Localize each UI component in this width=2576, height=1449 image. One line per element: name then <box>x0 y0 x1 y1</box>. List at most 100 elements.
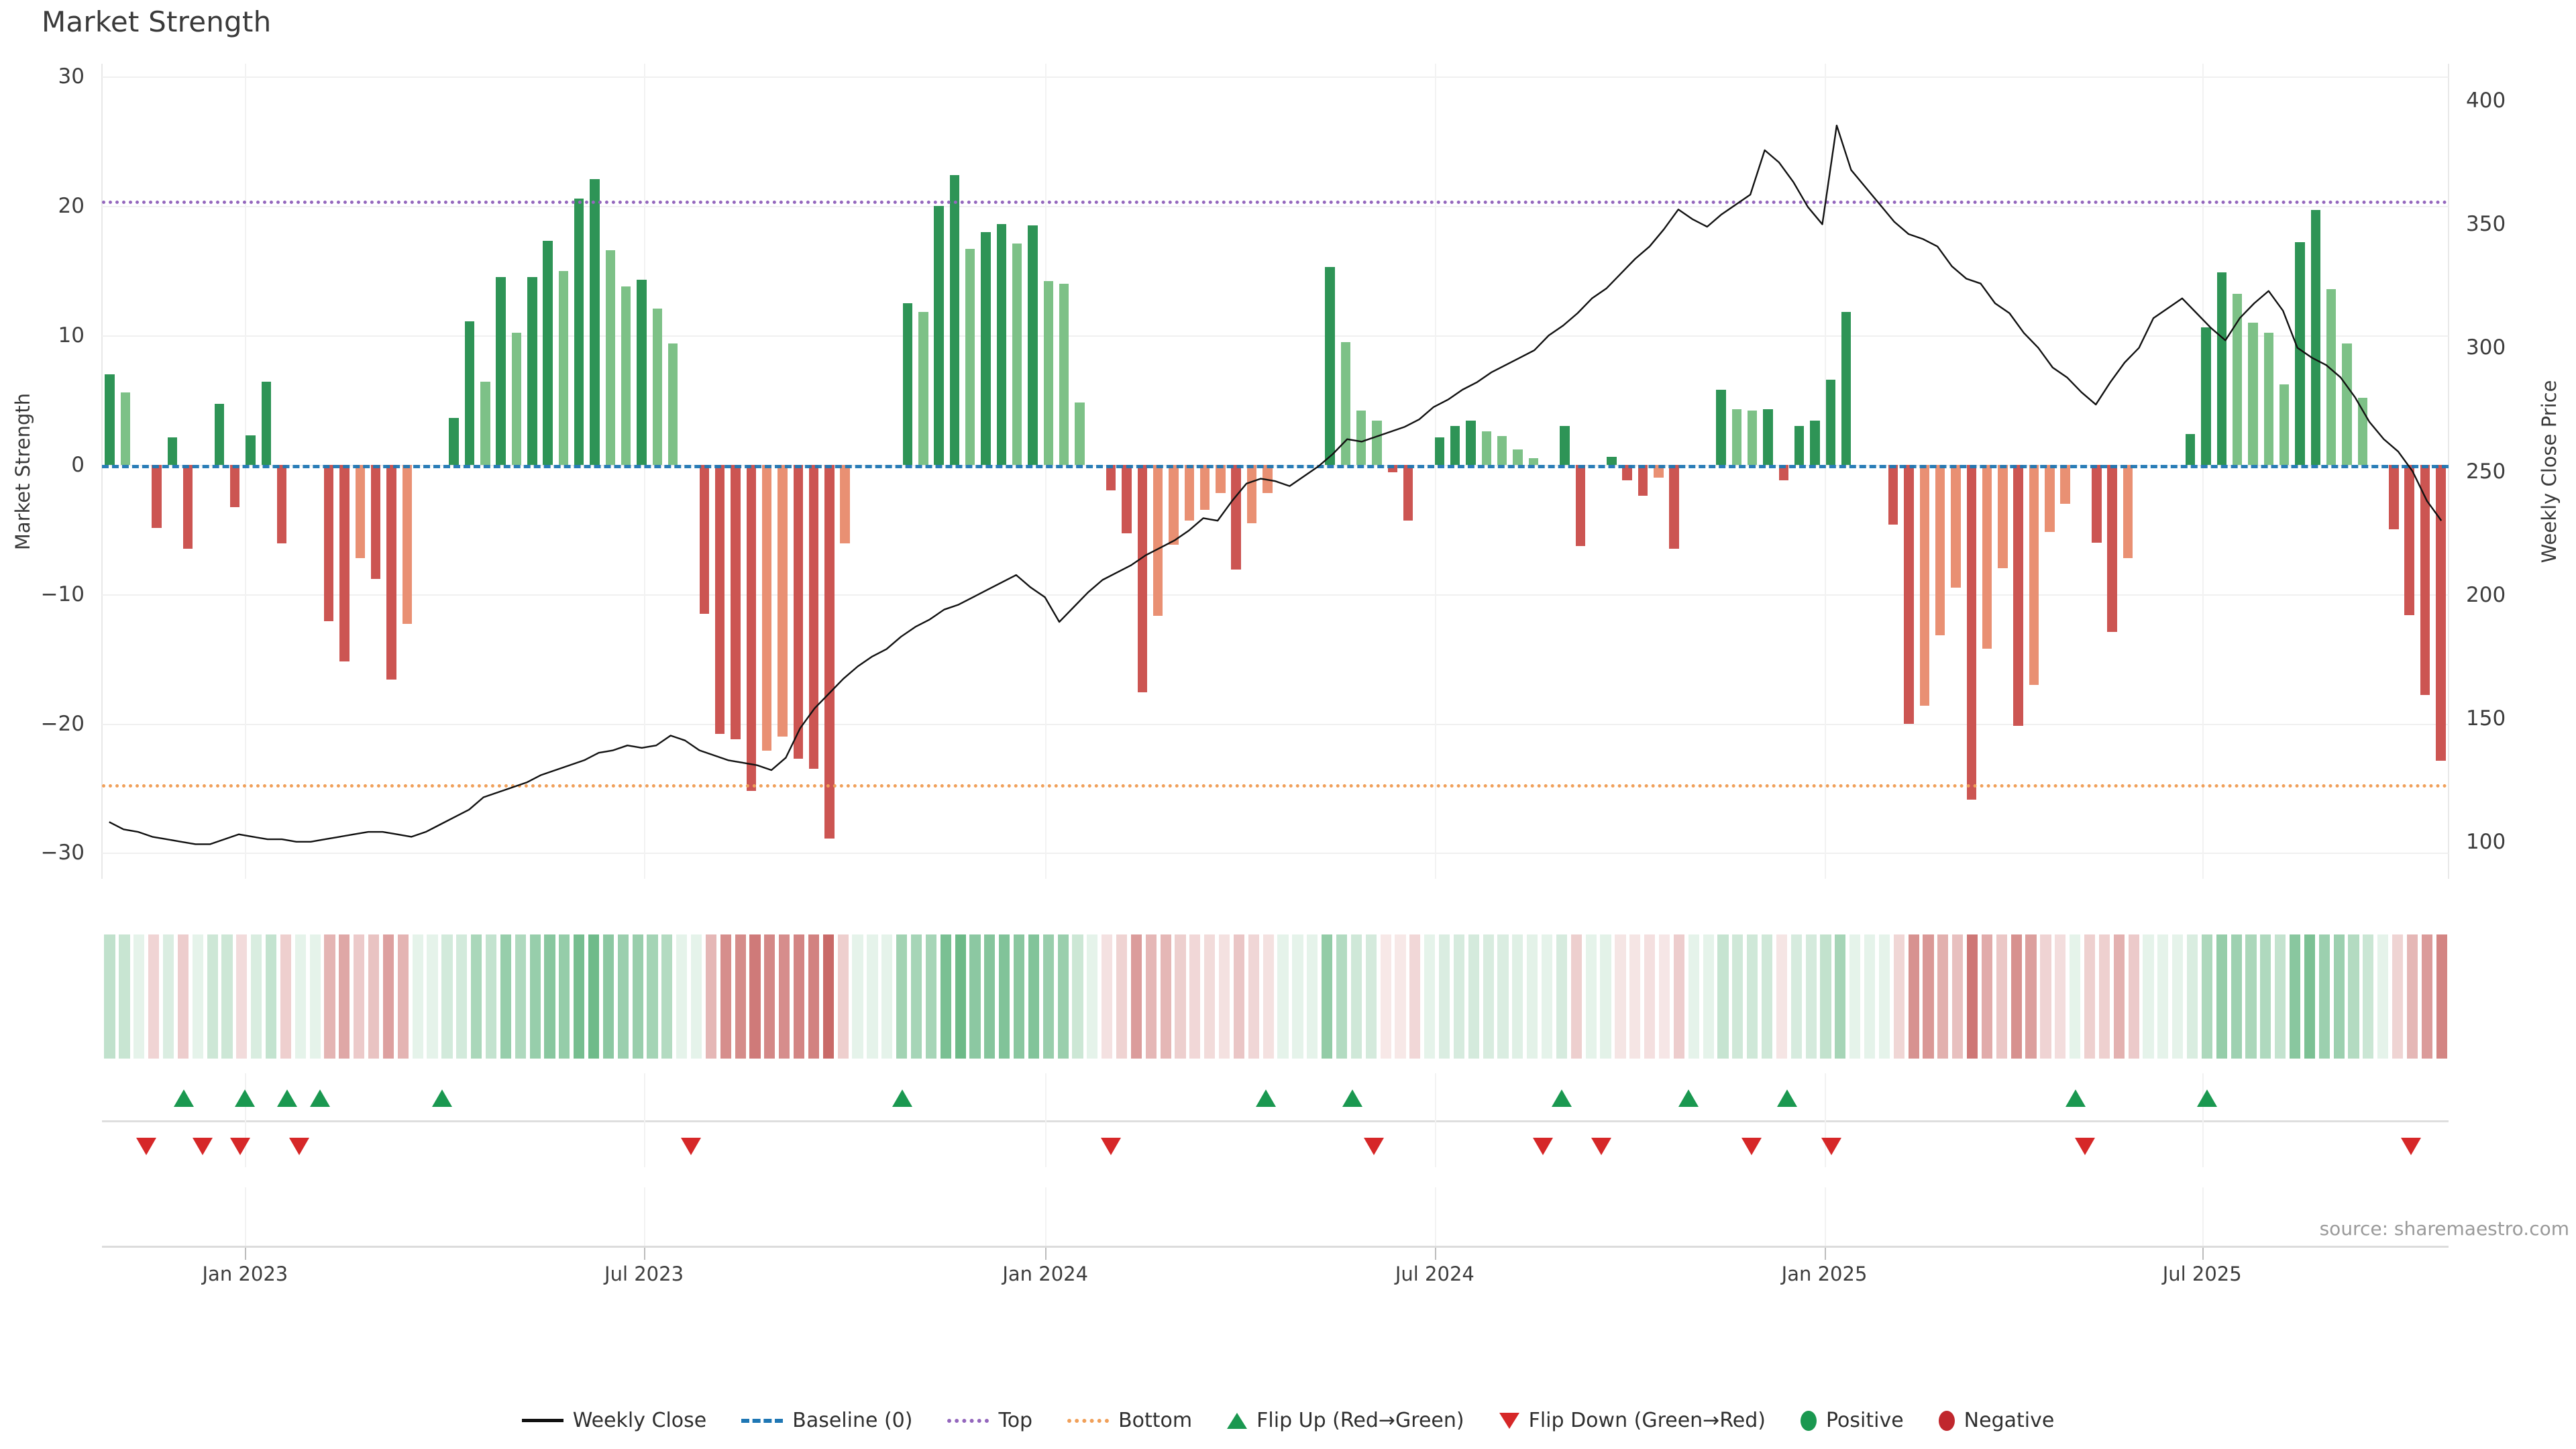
strength-bar <box>2185 433 2196 465</box>
heatmap-cell <box>1072 934 1083 1059</box>
heatmap-cell <box>207 934 218 1059</box>
strength-bar <box>1075 402 1085 465</box>
strength-bar <box>1607 457 1617 465</box>
strength-bar <box>1731 409 1742 465</box>
heatmap-cell <box>1996 934 2007 1059</box>
heatmap-cell <box>1087 934 1098 1059</box>
vertical-gridline <box>1434 1187 1436 1248</box>
strength-bar <box>1841 312 1851 465</box>
legend-swatch-dotted-line <box>1067 1418 1110 1423</box>
strength-bar <box>1387 464 1398 473</box>
heatmap-cell <box>192 934 203 1059</box>
heatmap-cell <box>837 934 849 1059</box>
heatmap-cell <box>515 934 526 1059</box>
strength-bar <box>1106 464 1116 491</box>
strength-heatmap-strip <box>102 934 2449 1059</box>
heatmap-cell <box>1130 934 1142 1059</box>
heatmap-cell <box>2377 934 2389 1059</box>
strength-bar <box>1231 464 1241 570</box>
flip-up-marker <box>277 1089 298 1107</box>
strength-bar <box>777 464 788 737</box>
heatmap-cell <box>427 934 438 1059</box>
x-axis-tick <box>1434 1248 1436 1260</box>
heatmap-cell <box>339 934 350 1059</box>
legend-item[interactable]: Top <box>947 1409 1032 1432</box>
heatmap-cell <box>574 934 585 1059</box>
heatmap-cell <box>1409 934 1421 1059</box>
heatmap-cell <box>1438 934 1450 1059</box>
heatmap-cell <box>1365 934 1377 1059</box>
legend-item[interactable]: Weekly Close <box>521 1409 706 1432</box>
strength-bar <box>480 382 490 465</box>
right-axis-tick: 250 <box>2466 459 2506 484</box>
flip-down-marker <box>680 1138 701 1155</box>
strength-bar <box>402 464 412 625</box>
flip-down-marker <box>2401 1138 2422 1155</box>
heatmap-cell <box>690 934 702 1059</box>
heatmap-cell <box>822 934 834 1059</box>
heatmap-cell <box>1878 934 1890 1059</box>
flip-up-marker <box>1551 1089 1572 1107</box>
strength-bar <box>1778 464 1789 480</box>
left-axis-spine <box>101 64 103 879</box>
heatmap-cell <box>2318 934 2330 1059</box>
heatmap-cell <box>500 934 511 1059</box>
strength-bar <box>449 418 459 465</box>
legend-item[interactable]: Positive <box>1801 1409 1904 1432</box>
heatmap-cell <box>632 934 643 1059</box>
heatmap-cell <box>354 934 365 1059</box>
strength-bar <box>1528 458 1538 465</box>
gridline <box>102 853 2449 855</box>
strength-bar <box>1919 464 1929 706</box>
legend-label: Bottom <box>1118 1409 1193 1432</box>
heatmap-cell <box>2275 934 2286 1059</box>
strength-bar <box>949 174 960 465</box>
heatmap-cell <box>221 934 233 1059</box>
heatmap-cell <box>1380 934 1391 1059</box>
legend-item[interactable]: Baseline (0) <box>741 1409 912 1432</box>
strength-bar <box>105 374 115 465</box>
strength-bar <box>2248 322 2258 465</box>
strength-bar <box>2436 464 2446 761</box>
strength-bar <box>2420 464 2430 696</box>
strength-bar <box>621 286 631 465</box>
heatmap-cell <box>1102 934 1113 1059</box>
heatmap-cell <box>559 934 570 1059</box>
heatmap-cell <box>1923 934 1934 1059</box>
strength-bar <box>1575 464 1585 547</box>
heatmap-cell <box>368 934 380 1059</box>
vertical-gridline <box>245 1073 247 1167</box>
legend-item[interactable]: Bottom <box>1067 1409 1192 1432</box>
strength-bar <box>323 464 334 622</box>
legend-item[interactable]: Flip Up (Red→Green) <box>1227 1409 1464 1432</box>
right-axis-tick: 100 <box>2466 829 2506 854</box>
gridline <box>102 76 2449 78</box>
strength-bar <box>2295 242 2305 465</box>
heatmap-cell <box>881 934 893 1059</box>
vertical-gridline <box>245 1187 247 1248</box>
heatmap-cell <box>456 934 468 1059</box>
flip-down-marker <box>288 1138 309 1155</box>
vertical-gridline <box>644 64 646 879</box>
market-strength-bars <box>102 64 2449 879</box>
legend-item[interactable]: Flip Down (Green→Red) <box>1499 1409 1766 1432</box>
heatmap-cell <box>720 934 731 1059</box>
strength-bar <box>902 303 913 465</box>
heatmap-cell <box>1703 934 1714 1059</box>
strength-bar <box>1169 464 1179 545</box>
heatmap-cell <box>119 934 130 1059</box>
heatmap-cell <box>1453 934 1465 1059</box>
heatmap-cell <box>1952 934 1964 1059</box>
heatmap-cell <box>1981 934 1993 1059</box>
x-axis-tick-label: Jul 2024 <box>1395 1263 1474 1285</box>
left-axis-tick: −20 <box>40 711 85 736</box>
legend-item[interactable]: Negative <box>1938 1409 2054 1432</box>
flip-up-marker <box>235 1089 256 1107</box>
strength-bar <box>2216 272 2227 465</box>
heatmap-cell <box>1263 934 1274 1059</box>
reference-line-top <box>102 201 2449 205</box>
strength-bar <box>2029 464 2039 685</box>
vertical-gridline <box>1045 64 1047 879</box>
strength-bar <box>1560 426 1570 465</box>
strength-bar <box>558 270 569 465</box>
